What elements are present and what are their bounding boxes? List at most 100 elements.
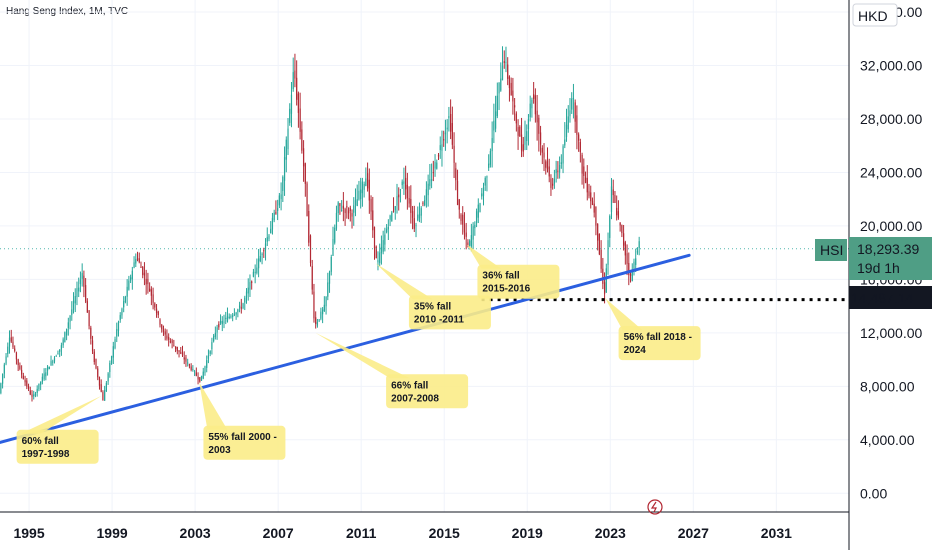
candle-body xyxy=(214,332,216,337)
candle-body xyxy=(420,208,422,216)
candle-body xyxy=(223,321,225,323)
candle-body xyxy=(290,94,293,114)
candle-body xyxy=(268,235,270,239)
candle-body xyxy=(401,181,403,186)
candle-body xyxy=(616,207,618,216)
candle-body xyxy=(17,359,19,366)
x-tick-label: 2015 xyxy=(429,525,460,541)
candle-body xyxy=(180,352,182,354)
candle-body xyxy=(379,252,381,264)
candle-body xyxy=(443,139,445,141)
candle-body xyxy=(117,321,120,331)
candle-body xyxy=(467,242,469,247)
candle-body xyxy=(571,98,573,110)
candle-body xyxy=(114,339,116,349)
candle-body xyxy=(188,364,191,366)
candle-body xyxy=(482,187,485,196)
candle-body xyxy=(264,243,267,250)
candle-body xyxy=(368,179,370,201)
candle-body xyxy=(488,163,490,168)
candle-body xyxy=(536,110,538,123)
annotation-line1: 55% fall 2000 - xyxy=(208,432,276,443)
candle-body xyxy=(27,386,30,389)
candle-body xyxy=(152,294,154,303)
candle-body xyxy=(579,141,581,153)
candle-body xyxy=(97,368,99,378)
candle-body xyxy=(302,148,305,167)
candle-body xyxy=(131,270,133,280)
candle-body xyxy=(10,337,12,342)
candle-body xyxy=(328,271,331,284)
candle-body xyxy=(349,207,351,211)
candle-body xyxy=(282,176,284,191)
candle-body xyxy=(474,224,476,229)
candle-body xyxy=(576,115,578,135)
levels xyxy=(0,248,849,444)
level-label: 14,487.14 xyxy=(851,290,913,306)
candle-body xyxy=(78,287,80,292)
candle-body xyxy=(341,209,343,211)
grid xyxy=(0,0,849,512)
candle-body xyxy=(584,177,587,183)
candle-body xyxy=(539,132,542,145)
y-tick-label: 24,000.00 xyxy=(860,164,922,180)
candle-body xyxy=(55,355,57,357)
annotation-line2: 2015-2016 xyxy=(482,284,530,295)
candle-body xyxy=(240,307,242,309)
candle-body xyxy=(40,381,42,385)
annotation-box xyxy=(386,374,469,409)
candle-body xyxy=(133,262,135,268)
candle-body xyxy=(3,364,5,374)
candle-body xyxy=(384,234,386,245)
candle-body xyxy=(296,77,298,100)
candle-body xyxy=(154,303,156,308)
candle-body xyxy=(21,369,23,375)
candle-body xyxy=(79,279,82,285)
candle-body xyxy=(145,278,147,285)
candle-body xyxy=(491,138,493,152)
candle-body xyxy=(529,103,531,118)
candle-body xyxy=(638,241,640,248)
candle-body xyxy=(458,199,460,210)
x-tick-label: 2031 xyxy=(761,525,792,541)
candle-body xyxy=(232,315,234,317)
candle-body xyxy=(330,257,332,272)
y-tick-label: 8,000.00 xyxy=(860,378,915,394)
candle-body xyxy=(323,304,325,311)
candle-body xyxy=(211,342,213,349)
candle-body xyxy=(436,162,438,169)
currency-label: HKD xyxy=(858,8,888,24)
candles xyxy=(0,46,640,402)
candle-body xyxy=(501,65,504,81)
y-tick-label: 4,000.00 xyxy=(860,432,915,448)
candle-body xyxy=(391,212,393,221)
candle-body xyxy=(104,390,106,401)
candle-body xyxy=(617,211,620,218)
candle-body xyxy=(396,195,398,206)
candle-body xyxy=(33,394,35,397)
candle-body xyxy=(479,203,481,212)
candle-body xyxy=(53,357,56,362)
candle-body xyxy=(112,346,114,358)
candle-body xyxy=(187,362,189,364)
candle-body xyxy=(500,78,502,91)
candle-body xyxy=(593,203,595,213)
candle-body xyxy=(26,380,28,387)
candle-body xyxy=(8,337,11,347)
candle-body xyxy=(389,215,391,220)
candle-body xyxy=(185,357,187,362)
candle-body xyxy=(278,195,280,206)
candle-body xyxy=(228,316,230,318)
candle-body xyxy=(173,345,175,347)
candle-body xyxy=(320,311,322,319)
candle-body xyxy=(460,214,462,222)
candle-body xyxy=(36,388,38,393)
candle-body xyxy=(541,147,543,153)
candle-body xyxy=(538,117,540,134)
candle-body xyxy=(258,258,260,269)
candle-body xyxy=(344,209,346,214)
candle-body xyxy=(455,168,457,181)
candle-body xyxy=(71,309,73,315)
candle-body xyxy=(195,372,197,376)
